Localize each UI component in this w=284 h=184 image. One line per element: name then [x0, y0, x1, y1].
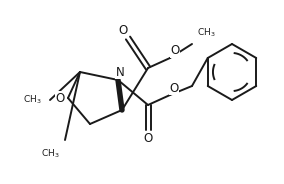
- Text: O: O: [118, 24, 128, 36]
- Text: O: O: [169, 82, 179, 95]
- Text: O: O: [55, 91, 65, 105]
- Text: CH$_3$: CH$_3$: [23, 94, 42, 106]
- Text: CH$_3$: CH$_3$: [41, 147, 60, 160]
- Text: CH$_3$: CH$_3$: [197, 26, 216, 39]
- Text: O: O: [143, 132, 153, 146]
- Text: N: N: [116, 66, 124, 79]
- Text: O: O: [170, 45, 179, 57]
